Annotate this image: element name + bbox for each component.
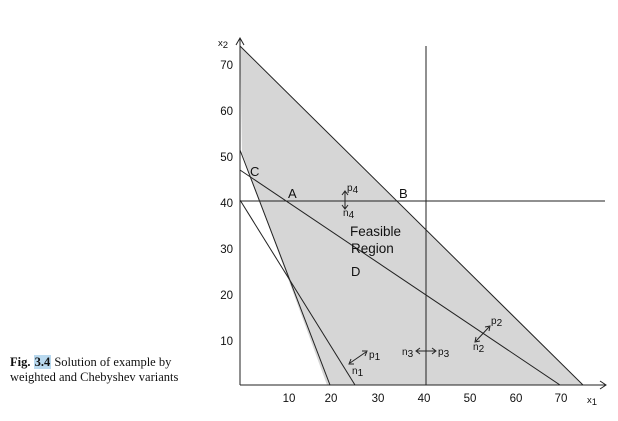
region-label-line2: Region — [351, 241, 394, 256]
y-tick-label: 20 — [220, 290, 233, 302]
constraint-line-steep — [239, 149, 331, 386]
deviation-arrowhead-n2 — [474, 336, 481, 343]
deviation-label-p4: p4 — [347, 183, 359, 196]
figure-caption: Fig. 3.4 Solution of example by weighted… — [10, 355, 210, 385]
x-tick-label: 10 — [283, 393, 296, 405]
x-tick-label: 60 — [510, 393, 523, 405]
y-tick-label: 10 — [220, 336, 233, 348]
deviation-label-p1: p1 — [369, 350, 381, 363]
deviation-label-n2: n2 — [473, 342, 485, 355]
deviation-arrowhead-p3 — [431, 347, 437, 355]
deviation-arrowhead-p2 — [484, 325, 491, 332]
deviation-arrowhead-p1 — [362, 350, 368, 357]
goal-line-diagonal — [239, 169, 561, 386]
deviation-label-n4: n4 — [343, 208, 355, 221]
y-axis-arrow — [235, 36, 245, 46]
x-tick-label: 30 — [372, 393, 385, 405]
point-label-d: D — [351, 264, 360, 279]
region-label-line1: Feasible — [350, 224, 401, 239]
x-tick-label: 70 — [555, 393, 568, 405]
figure-caption-label: Fig. — [10, 355, 31, 369]
deviation-arrowhead-n4 — [341, 204, 349, 210]
constraint-line-upper — [239, 45, 584, 386]
deviation-label-p2: p2 — [491, 316, 503, 329]
x-tick-label: 20 — [325, 393, 338, 405]
x-axis-arrow — [599, 380, 607, 390]
y-tick-label: 40 — [220, 198, 233, 210]
deviation-arrow-1 — [349, 351, 367, 364]
deviation-label-n3: n3 — [402, 347, 414, 360]
y-tick-label: 60 — [220, 106, 233, 118]
point-label-c: C — [250, 164, 259, 179]
point-label-b: B — [399, 186, 408, 201]
point-label-a: A — [288, 186, 297, 201]
deviation-arrow-2 — [475, 326, 490, 342]
figure-caption-number: 3.4 — [33, 355, 52, 369]
x-tick-label: 40 — [418, 393, 431, 405]
constraint-line-lower-steep — [239, 199, 356, 386]
deviation-label-p3: p3 — [438, 347, 450, 360]
x-axis-label: x1 — [587, 395, 597, 408]
y-axis-label: x2 — [218, 38, 228, 51]
x-tick-label: 50 — [464, 393, 477, 405]
y-tick-label: 30 — [220, 244, 233, 256]
deviation-arrowhead-p4 — [341, 190, 349, 196]
deviation-arrowhead-n1 — [348, 358, 354, 365]
deviation-arrowhead-n3 — [415, 347, 421, 355]
y-tick-label: 50 — [220, 152, 233, 164]
y-tick-label: 70 — [220, 60, 233, 72]
deviation-label-n1: n1 — [352, 366, 364, 379]
figure-caption-text: Solution of example by weighted and Cheb… — [10, 355, 179, 384]
